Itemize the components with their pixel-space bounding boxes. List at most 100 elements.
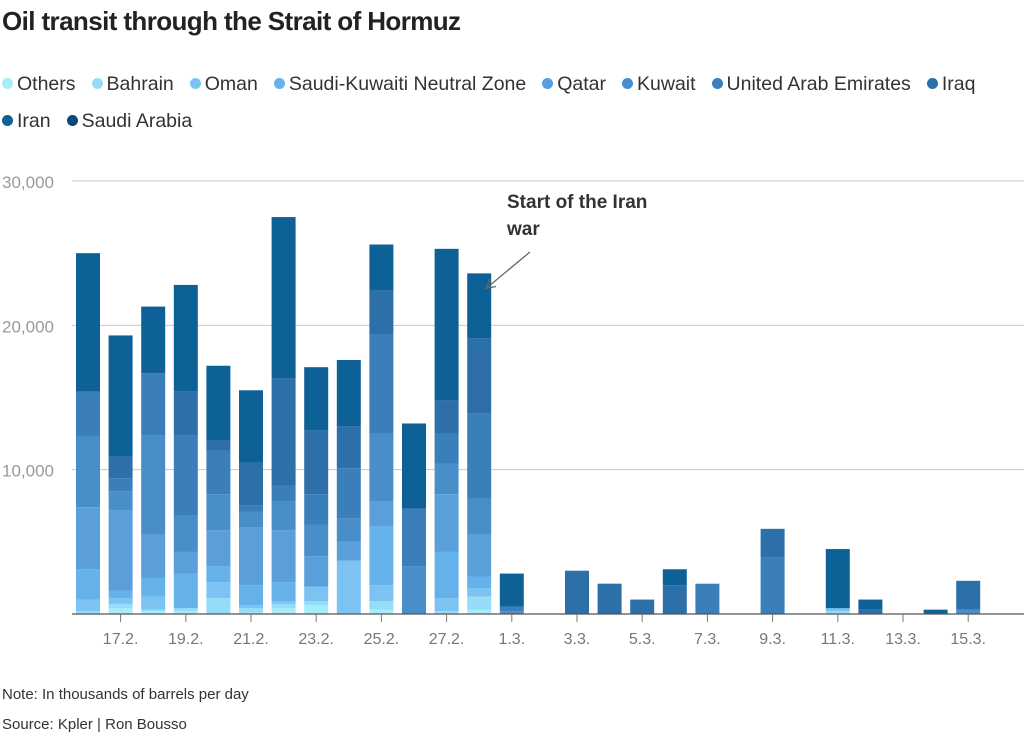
legend-swatch [273, 78, 285, 89]
bar-segment-iran [141, 306, 166, 373]
bar-segment-iran [206, 365, 231, 441]
bar-segment-iran [271, 217, 296, 379]
bar-segment-united-arab-emirates [402, 508, 426, 567]
bar-segment-saudi-kuwaiti-neutral-zone [76, 569, 100, 600]
x-tick-label: 13.3. [885, 631, 921, 648]
bar-segment-iraq [173, 391, 198, 436]
x-tick-label: 7.3. [694, 631, 721, 648]
bar-segment-united-arab-emirates [336, 468, 361, 519]
bar-segment-qatar [467, 534, 492, 577]
bar-segment-iraq [565, 570, 589, 614]
x-tick-label: 27.2. [429, 631, 465, 648]
bar-segment-bahrain [467, 596, 492, 610]
bar-segment-others [173, 611, 198, 614]
bar-segment-iraq [304, 430, 329, 495]
x-tick-label: 23.2. [298, 631, 334, 648]
bar-segment-iraq [336, 426, 361, 469]
bar-segment-oman [271, 601, 296, 604]
bar-segment-qatar [304, 556, 329, 587]
bar-segment-kuwait [304, 524, 329, 557]
bar-segment-iraq [630, 599, 655, 614]
bar-segment-bahrain [239, 608, 263, 613]
bar-segment-iran [369, 244, 394, 291]
legend-label: Iraq [941, 73, 976, 95]
legend-label: Iran [17, 110, 51, 132]
bar-segment-united-arab-emirates [76, 391, 100, 437]
annotation-arrowhead [485, 278, 497, 290]
bar-segment-oman [825, 608, 850, 612]
x-tick-label: 25.2. [364, 631, 400, 648]
legend-item-iran: Iran [2, 103, 51, 140]
bar-segment-kuwait [467, 498, 492, 535]
legend-item-saudi-kuwaiti-neutral-zone: Saudi-Kuwaiti Neutral Zone [273, 66, 527, 103]
legend-label: Saudi-Kuwaiti Neutral Zone [288, 73, 527, 95]
bar-segment-kuwait [173, 515, 198, 552]
legend-label: Oman [204, 73, 258, 95]
legend-swatch [926, 78, 938, 89]
bar-segment-united-arab-emirates [304, 494, 329, 525]
bar-segment-united-arab-emirates [206, 450, 231, 495]
bar-segment-saudi-kuwaiti-neutral-zone [239, 585, 263, 606]
bar-segment-iran [76, 253, 100, 392]
bar-segment-qatar [206, 530, 231, 567]
annotation-text: Start of the Iran war [506, 192, 647, 240]
legend-label: Saudi Arabia [81, 110, 193, 132]
bar-segment-bahrain [206, 598, 231, 614]
bar-segment-iran [304, 367, 329, 431]
annotation-arrow [485, 251, 531, 289]
bar-segment-oman [141, 596, 166, 610]
bar-segment-kuwait [206, 494, 231, 531]
bar-segment-bahrain [825, 611, 850, 614]
x-tick-label: 15.3. [950, 631, 986, 648]
legend-item-saudi-arabia: Saudi Arabia [66, 103, 193, 140]
bar-segment-saudi-kuwaiti-neutral-zone [369, 525, 394, 586]
bar-segment-united-arab-emirates [239, 505, 263, 512]
legend-label: United Arab Emirates [726, 73, 911, 95]
legend-swatch [711, 78, 723, 89]
legend-swatch [91, 78, 103, 89]
bar-segment-iran [239, 390, 263, 463]
bar-segment-bahrain [271, 603, 296, 609]
bar-segment-oman [336, 560, 361, 614]
bar-segment-iraq [271, 378, 296, 486]
bar-segment-united-arab-emirates [434, 433, 459, 464]
bar-segment-kuwait [108, 491, 133, 511]
bar-segment-oman [206, 582, 231, 599]
x-tick-label: 21.2. [233, 631, 269, 648]
bar-segment-others [141, 611, 166, 614]
legend-label: Kuwait [637, 73, 696, 95]
bar-segment-oman [434, 598, 459, 612]
bar-segment-kuwait [434, 463, 459, 495]
legend-item-oman: Oman [189, 66, 258, 103]
bar-segment-oman [304, 586, 329, 602]
bar-segment-others [239, 612, 263, 614]
bar-segment-bahrain [434, 611, 459, 614]
bar-segment-united-arab-emirates [141, 372, 166, 436]
bar-segment-others [304, 605, 329, 614]
bar-segment-iran [402, 423, 426, 509]
legend-swatch [189, 78, 201, 89]
bar-segment-united-arab-emirates [760, 557, 785, 614]
legend-item-bahrain: Bahrain [91, 66, 174, 103]
bar-segment-oman [76, 599, 100, 612]
legend-label: Bahrain [106, 73, 174, 95]
bar-segment-iran [434, 248, 459, 401]
bar-segment-bahrain [141, 609, 166, 612]
bar-segment-saudi-kuwaiti-neutral-zone [108, 590, 133, 599]
bar-segment-iraq [434, 400, 459, 434]
bar-segment-oman [467, 588, 492, 597]
bar-segment-united-arab-emirates [108, 478, 133, 492]
bar-segment-kuwait [141, 435, 166, 535]
bar-segment-iran [499, 573, 524, 607]
bar-segment-qatar [336, 541, 361, 561]
y-tick-label: 10,000 [2, 462, 54, 481]
bar-segment-qatar [76, 507, 100, 570]
bar-segment-united-arab-emirates [173, 435, 198, 516]
x-tick-label: 9.3. [759, 631, 786, 648]
bar-segment-bahrain [304, 601, 329, 606]
bar-segment-iran [108, 335, 133, 457]
bar-segment-kuwait [76, 436, 100, 508]
bar-segment-qatar [141, 534, 166, 578]
bar-segment-united-arab-emirates [467, 413, 492, 499]
bar-segment-kuwait [369, 433, 394, 502]
